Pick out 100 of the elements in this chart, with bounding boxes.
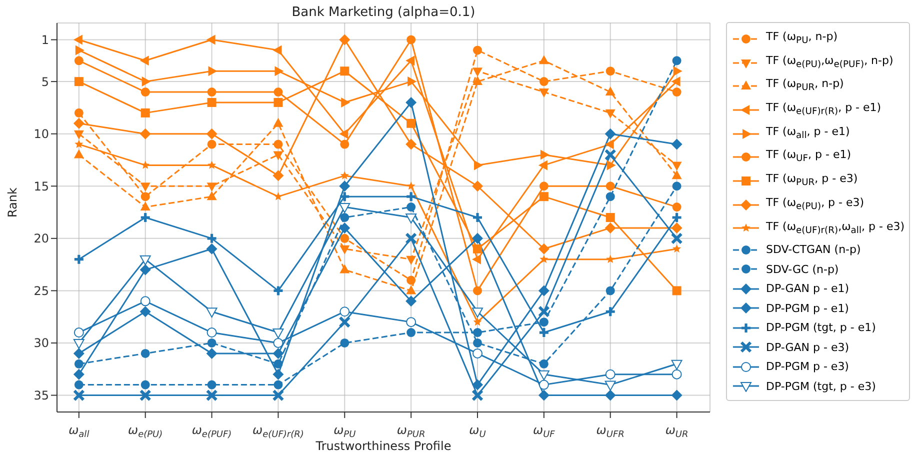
point [273,151,284,160]
point [340,140,350,149]
point [672,213,682,222]
point [340,234,350,243]
point [605,86,616,96]
point [141,160,150,169]
point [340,264,350,274]
point [540,150,550,160]
y-tick-label: 35 [34,388,49,403]
point [73,338,84,349]
point [74,77,84,86]
point [274,88,283,97]
point [538,243,550,254]
y-tick-label: 20 [34,232,49,246]
point [208,160,216,169]
point [539,192,548,202]
point [273,118,284,127]
point [539,359,548,368]
legend-label: TF (ω$_{all}$, p - e1) [766,124,850,143]
point [340,338,350,348]
point [140,108,150,118]
legend-label: SDV-GC (n-p) [766,262,839,278]
point [272,368,284,380]
point [606,213,615,222]
y-tick-label: 15 [34,179,49,194]
point [274,286,283,296]
point [206,348,218,359]
point [74,380,84,390]
point [207,380,216,390]
legend-label: TF (ω$_{PUR}$, p - e3) [766,171,858,190]
point [207,98,216,107]
y-tick-label: 25 [34,284,49,298]
point [140,296,150,306]
point [671,222,682,234]
point [672,56,682,66]
point [406,276,416,285]
point [274,98,283,107]
point [340,306,350,317]
point [606,160,616,170]
x-tick-label: ω$_{PUR}$ [396,423,426,440]
legend-label: TF (ω$_{e(PU)}$,ω$_{e(PUF)}$, n-p) [766,52,894,72]
point [206,328,217,338]
point [140,88,150,97]
legend-label: TF (ω$_{PU}$, n-p) [766,29,838,48]
point [472,328,482,338]
point [539,328,548,338]
legend-label: DP-GAN p - e3) [766,340,850,356]
point [406,182,416,190]
point [206,243,218,254]
x-tick-label: ω$_{U}$ [469,423,486,440]
y-tick-label: 1 [41,32,49,47]
point [672,170,682,180]
point [538,370,550,380]
point [604,390,616,401]
x-tick-label: ω$_{all}$ [68,423,90,440]
point [140,192,150,202]
point [539,182,548,191]
point [472,68,482,77]
point [406,256,416,265]
point [406,138,417,150]
point [472,308,483,318]
point [671,360,682,370]
point [472,232,483,244]
point [472,180,483,192]
point [605,109,616,118]
point [672,202,682,212]
point [75,45,84,56]
point [274,192,282,200]
point [539,318,548,327]
point [340,245,350,254]
point [538,380,549,390]
point [671,138,682,150]
point [473,318,482,326]
point [671,76,680,87]
point [272,170,284,182]
point [73,118,84,129]
point [339,34,350,46]
point [74,328,84,338]
point [74,108,84,118]
point [140,264,151,276]
point [406,296,417,307]
x-tick-label: ω$_{e(PUF)}$ [192,423,232,440]
point [406,192,416,202]
legend-label: DP-PGM (tgt, p - e3) [766,378,876,395]
y-tick-label: 10 [34,127,49,142]
point [74,359,84,368]
point [272,45,282,56]
point [539,77,548,86]
point [672,162,682,171]
point [672,244,682,253]
point [206,308,218,318]
point [406,118,416,128]
point [472,286,482,296]
point [73,34,82,45]
point [340,66,350,76]
point [606,192,615,202]
point [340,171,349,180]
point [472,348,482,358]
point [406,35,416,44]
point [140,202,150,211]
